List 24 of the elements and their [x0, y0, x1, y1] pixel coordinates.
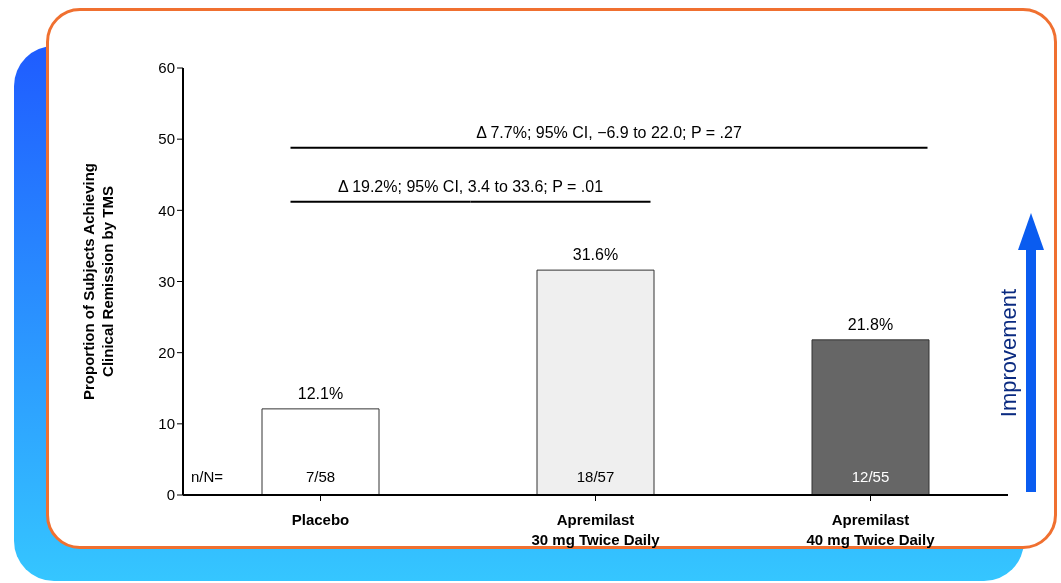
- y-tick-label: 10: [158, 415, 175, 433]
- data-label: 31.6%: [572, 246, 619, 264]
- y-tick-label: 40: [158, 201, 175, 219]
- annotation: n/N=: [191, 468, 224, 486]
- bar: [261, 408, 380, 495]
- annotation: 12/55: [851, 468, 890, 486]
- y-tick-label: 50: [158, 130, 175, 148]
- y-tick-label: 20: [158, 343, 175, 361]
- annotation: Improvement: [996, 288, 1021, 418]
- bar: [811, 339, 930, 495]
- y-tick-label: 60: [158, 59, 175, 77]
- y-axis-title: Proportion of Subjects Achieving Clinical Remission by TMS: [80, 163, 116, 400]
- annotation: Δ 19.2%; 95% CI, 3.4 to 33.6; P = .01: [337, 177, 604, 195]
- annotation: Δ 7.7%; 95% CI, −6.9 to 22.0; P = .27: [476, 123, 742, 141]
- data-label: 21.8%: [847, 315, 894, 333]
- annotation: 18/57: [576, 468, 615, 486]
- x-tick-label: Apremilast 40 mg Twice Daily: [806, 511, 936, 548]
- annotation: 7/58: [305, 468, 336, 486]
- x-tick-label: Apremilast 30 mg Twice Daily: [531, 511, 661, 548]
- x-tick-label: Placebo: [291, 511, 350, 528]
- y-tick-label: 0: [166, 486, 175, 504]
- y-tick-label: 30: [158, 272, 175, 290]
- bar: [536, 269, 655, 495]
- data-label: 12.1%: [297, 384, 344, 402]
